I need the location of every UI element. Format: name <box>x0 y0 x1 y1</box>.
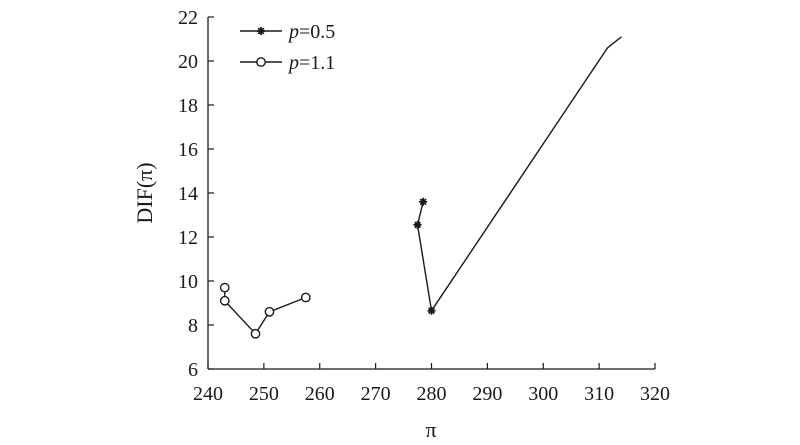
y-tick-label: 16 <box>178 139 198 161</box>
x-tick-label: 270 <box>361 383 391 405</box>
y-tick-label: 10 <box>178 271 198 293</box>
data-point <box>427 306 436 315</box>
x-ticks: 240 250 260 270 280 290 300 310 320 <box>193 363 670 405</box>
circle-marker <box>256 57 266 67</box>
x-tick-label: 300 <box>528 383 558 405</box>
y-ticks: 6 8 10 12 14 16 18 20 22 <box>178 7 214 381</box>
series-1 <box>219 282 311 339</box>
x-tick-label: 310 <box>584 383 614 405</box>
data-point <box>219 295 230 306</box>
legend-label-p05-value: =0.5 <box>299 21 335 43</box>
x-tick-label: 250 <box>249 383 279 405</box>
y-tick-label: 14 <box>178 183 198 205</box>
x-tick-label: 290 <box>472 383 502 405</box>
data-point <box>419 197 428 206</box>
legend-label-p11: p=1.1 <box>287 52 335 74</box>
legend: p=0.5 p=1.1 <box>240 21 335 74</box>
legend-label-p05: p=0.5 <box>287 21 335 43</box>
data-point <box>300 292 311 303</box>
data-point <box>219 282 230 293</box>
x-tick-label: 320 <box>640 383 670 405</box>
data-point <box>250 328 261 339</box>
legend-item-p11: p=1.1 <box>240 52 335 74</box>
y-axis-title: DIF(π) <box>132 162 157 223</box>
series-0 <box>413 36 622 315</box>
legend-label-p05-var: p <box>287 21 299 43</box>
y-tick-label: 20 <box>178 51 198 73</box>
x-axis-title: π <box>425 417 436 442</box>
legend-item-p05: p=0.5 <box>240 21 335 43</box>
asterisk-marker <box>257 27 265 35</box>
y-tick-label: 22 <box>178 7 198 29</box>
x-tick-label: 260 <box>305 383 335 405</box>
legend-label-p11-value: =1.1 <box>299 52 335 74</box>
y-tick-label: 12 <box>178 227 198 249</box>
data-point <box>264 306 275 317</box>
legend-marker-circle-icon <box>256 57 266 67</box>
data-point <box>413 220 422 229</box>
x-tick-label: 240 <box>193 383 223 405</box>
series-layer <box>219 36 622 339</box>
legend-marker-asterisk-icon <box>257 27 265 35</box>
axes <box>207 17 655 370</box>
y-tick-label: 18 <box>178 95 198 117</box>
y-tick-label: 8 <box>188 315 198 337</box>
legend-label-p11-var: p <box>287 52 299 74</box>
series-line <box>416 36 622 313</box>
y-tick-label: 6 <box>188 359 198 381</box>
x-tick-label: 280 <box>417 383 447 405</box>
